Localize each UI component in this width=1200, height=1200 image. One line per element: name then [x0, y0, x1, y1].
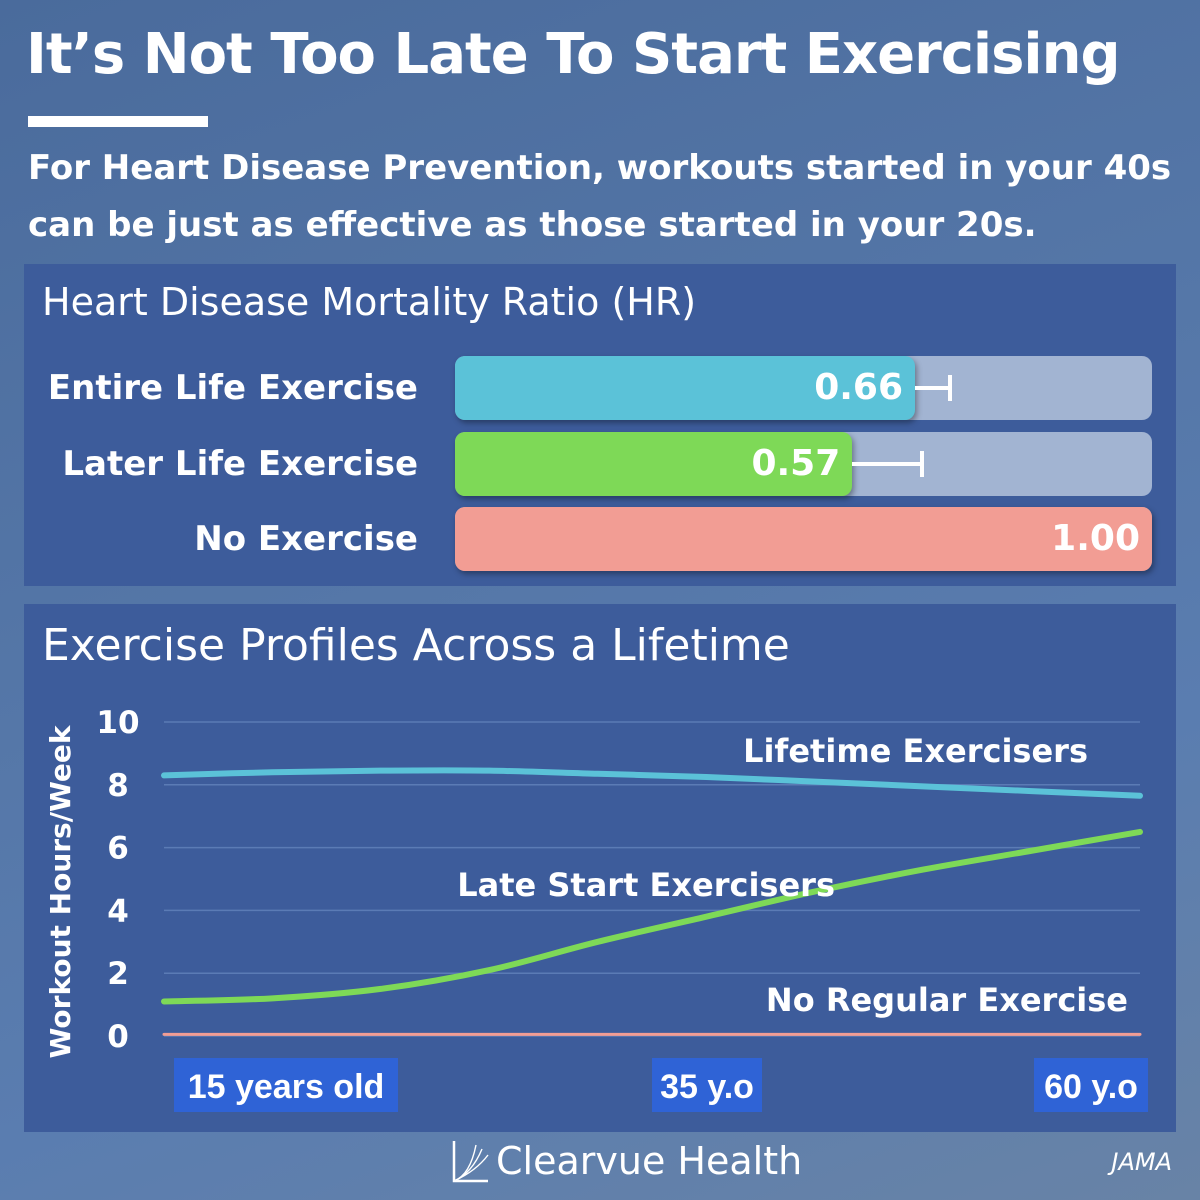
source-label: JAMA	[1111, 1148, 1172, 1176]
bar-row-entire-life-exercise: Entire Life Exercise 0.66	[24, 356, 1176, 420]
y-tick-label: 4	[107, 893, 129, 929]
mortality-ratio-panel: Heart Disease Mortality Ratio (HR) Entir…	[24, 264, 1176, 586]
y-tick-label: 0	[107, 1019, 129, 1055]
x-tick-box	[1034, 1058, 1148, 1112]
series-label: No Regular Exercise	[766, 981, 1128, 1019]
bar-value-label: 1.00	[1051, 518, 1140, 559]
series-label: Late Start Exercisers	[457, 866, 835, 904]
bar-value-label: 0.66	[814, 367, 904, 408]
bar-track: 0.66	[455, 356, 1152, 420]
exercise-profiles-panel: Exercise Profiles Across a Lifetime	[24, 604, 1176, 1132]
error-bar	[915, 386, 950, 390]
bar-label: No Exercise	[194, 519, 418, 559]
title-underline	[28, 116, 208, 127]
y-tick-label: 2	[107, 956, 129, 992]
y-tick-label: 8	[107, 768, 129, 804]
x-tick-box	[652, 1058, 762, 1112]
bar-track: 1.00	[455, 507, 1152, 571]
bar-track: 0.57	[455, 432, 1152, 496]
x-tick-label: 35 y.o	[660, 1068, 754, 1106]
bar-row-no-exercise: No Exercise 1.00	[24, 507, 1176, 571]
series-line-lifetime-exercisers	[161, 767, 1143, 799]
bar-label: Later Life Exercise	[62, 444, 418, 484]
bar-chart-title: Heart Disease Mortality Ratio (HR)	[42, 280, 697, 324]
line-chart-title: Exercise Profiles Across a Lifetime	[42, 620, 790, 671]
bar-entire-life-exercise: 0.66	[455, 356, 916, 420]
error-bar-cap	[919, 451, 924, 477]
page-title: It’s Not Too Late To Start Exercising	[26, 22, 1121, 87]
bar-label: Entire Life Exercise	[47, 368, 418, 408]
brand-name: Clearvue Health	[496, 1139, 803, 1183]
series-label: Lifetime Exercisers	[743, 732, 1088, 770]
error-bar-cap	[947, 375, 952, 401]
bar-later-life-exercise: 0.57	[455, 432, 853, 496]
clearvue-logo-icon	[452, 1141, 489, 1183]
bar-no-exercise: 1.00	[455, 507, 1152, 571]
x-tick-label: 60 y.o	[1044, 1068, 1138, 1106]
x-tick-label: 15 years old	[188, 1068, 385, 1106]
page-subtitle: For Heart Disease Prevention, workouts s…	[28, 148, 1172, 245]
y-tick-label: 6	[107, 831, 129, 867]
brand-logo: Clearvue Health	[450, 1138, 802, 1184]
y-tick-label: 10	[96, 705, 139, 741]
x-tick-box	[174, 1058, 398, 1112]
y-axis-label: Workout Hours/Week	[44, 724, 77, 1058]
bar-row-later-life-exercise: Later Life Exercise 0.57	[24, 432, 1176, 496]
series-line-late-start-exercisers	[161, 828, 1143, 1005]
bar-value-label: 0.57	[751, 443, 841, 484]
error-bar	[852, 462, 922, 466]
